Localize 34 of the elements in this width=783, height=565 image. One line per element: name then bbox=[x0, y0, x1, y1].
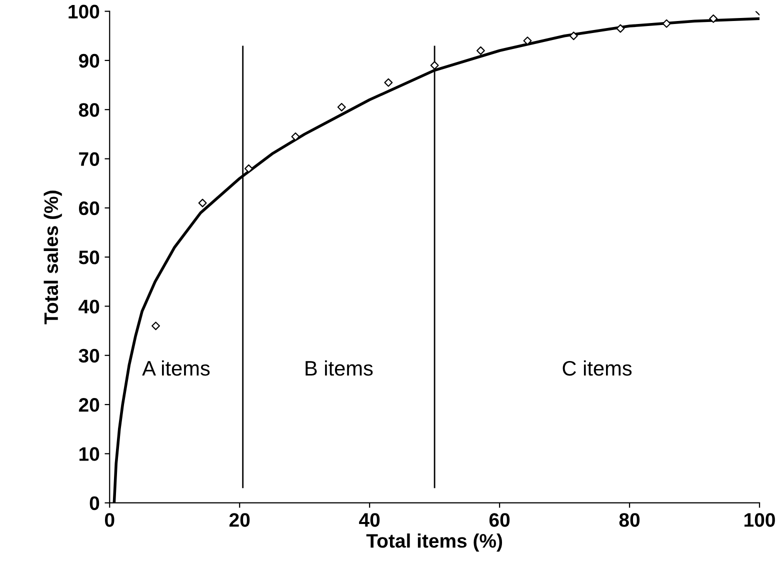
point bbox=[384, 78, 393, 87]
y-tick-label: 60 bbox=[78, 201, 100, 216]
y-tick-label: 50 bbox=[78, 250, 100, 264]
y-tick-label: 70 bbox=[79, 152, 100, 166]
point bbox=[616, 24, 625, 33]
point bbox=[476, 46, 485, 55]
point bbox=[430, 61, 439, 70]
point bbox=[569, 32, 578, 40]
point bbox=[198, 198, 207, 208]
y-tick-label: 20 bbox=[78, 398, 100, 412]
x-tick-label: 100 bbox=[744, 513, 775, 527]
y-tick-label: 10 bbox=[79, 447, 100, 461]
x-tick-label: 40 bbox=[359, 513, 380, 527]
annotation: C items bbox=[562, 360, 632, 376]
y-tick-label: 40 bbox=[78, 300, 100, 314]
y-axis-title: Total sales (%) bbox=[44, 190, 62, 324]
y-tick-label: 80 bbox=[78, 103, 100, 117]
point bbox=[152, 322, 160, 330]
y-tick-label: 90 bbox=[78, 54, 100, 68]
point bbox=[709, 14, 718, 23]
x-tick-label: 20 bbox=[229, 513, 250, 527]
line-series bbox=[112, 17, 760, 503]
annotation: B items bbox=[306, 360, 373, 376]
point bbox=[662, 19, 671, 28]
y-tick-label: 0 bbox=[90, 496, 100, 510]
x-tick-label: 80 bbox=[619, 513, 640, 527]
annotation: A items bbox=[142, 360, 210, 376]
x-tick-label: 60 bbox=[489, 513, 510, 527]
y-tick-label: 100 bbox=[68, 4, 100, 19]
x-axis-title: Total items (%) bbox=[366, 533, 502, 552]
point bbox=[337, 102, 346, 112]
x-tick-label: 0 bbox=[104, 513, 114, 527]
point bbox=[244, 164, 253, 173]
y-tick-label: 30 bbox=[78, 348, 100, 363]
